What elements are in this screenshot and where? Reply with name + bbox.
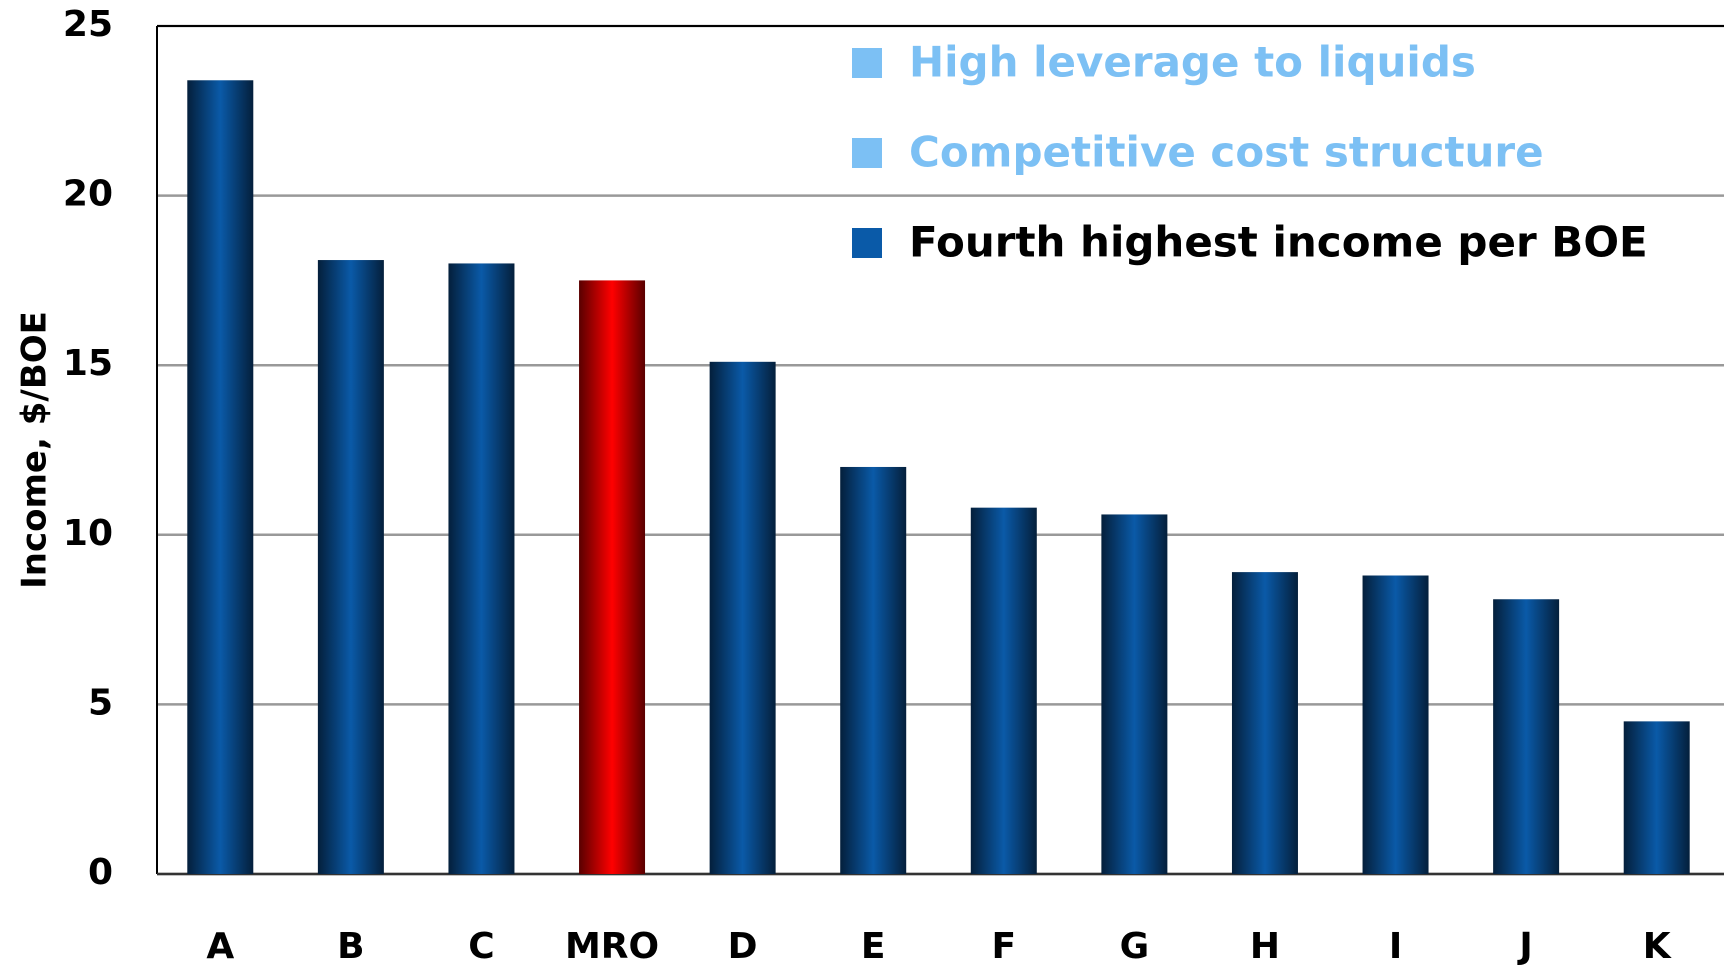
legend-marker — [852, 48, 882, 78]
y-tick-label: 5 — [88, 682, 113, 723]
legend-marker — [852, 228, 882, 258]
annotation: Fourth highest income per BOE — [909, 218, 1648, 267]
bar — [1493, 599, 1560, 874]
bar — [579, 280, 646, 874]
bar — [187, 80, 254, 875]
annotation: High leverage to liquids — [909, 38, 1476, 87]
x-tick-label: H — [1250, 926, 1280, 967]
bar — [1623, 721, 1690, 874]
x-tick-label: D — [728, 926, 758, 967]
x-tick-label: E — [861, 926, 886, 967]
x-tick-label: I — [1389, 926, 1402, 967]
x-tick-label: A — [206, 926, 234, 967]
x-tick-label: F — [991, 926, 1016, 967]
y-axis-label: Income, $/BOE — [15, 311, 55, 589]
bar — [709, 361, 776, 875]
y-tick-label: 15 — [63, 343, 113, 384]
bar — [970, 507, 1037, 874]
legend-marker — [852, 138, 882, 168]
bar — [1231, 572, 1298, 874]
annotation: Competitive cost structure — [909, 128, 1544, 177]
x-tick-label: K — [1643, 926, 1672, 967]
bar — [448, 263, 515, 874]
x-tick-label: B — [337, 926, 364, 967]
x-tick-label: G — [1120, 926, 1150, 967]
y-tick-label: 10 — [63, 513, 113, 554]
x-tick-label: C — [468, 926, 494, 967]
y-tick-label: 25 — [63, 4, 113, 45]
bar — [840, 466, 907, 874]
bar — [1362, 575, 1429, 874]
x-tick-label: MRO — [565, 926, 659, 967]
x-tick-label: J — [1516, 926, 1532, 967]
y-tick-label: 0 — [88, 852, 113, 893]
bar — [1101, 514, 1168, 874]
bar — [317, 260, 384, 875]
y-tick-label: 20 — [63, 174, 113, 215]
